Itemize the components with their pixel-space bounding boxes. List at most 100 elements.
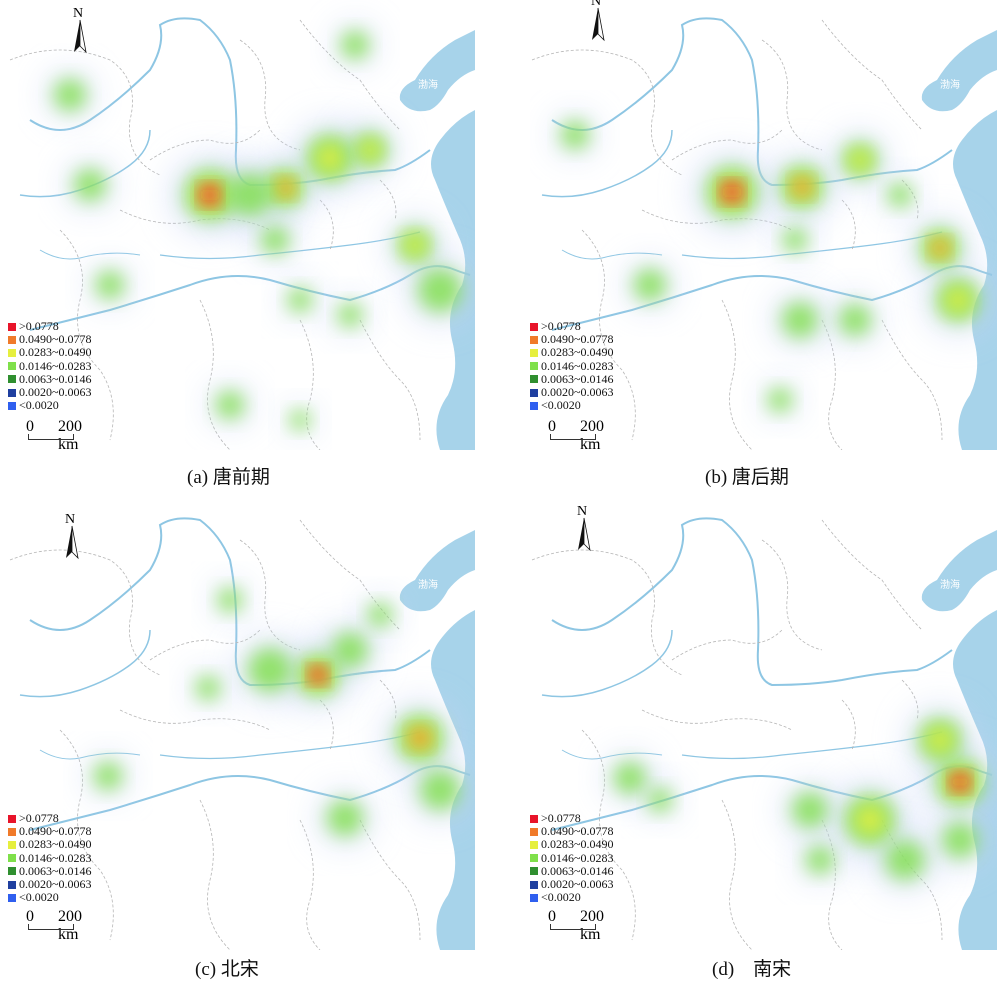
density-hotspot [418, 268, 462, 312]
legend-swatch-1 [530, 322, 538, 331]
province-border [881, 319, 943, 441]
density-hotspot [942, 822, 978, 858]
legend-item: <0.0020 [530, 398, 614, 412]
legend-label: <0.0020 [541, 890, 581, 905]
province-border [671, 629, 783, 661]
province-border [901, 679, 919, 721]
legend-label: 0.0146~0.0283 [19, 850, 92, 865]
legend-swatch-6 [8, 880, 16, 889]
province-border [149, 129, 261, 161]
scale-line [550, 924, 596, 930]
legend-swatch-3 [530, 840, 538, 849]
north-arrow-icon [578, 517, 591, 552]
province-border [761, 539, 823, 651]
density-hotspot [420, 770, 460, 810]
river [159, 231, 421, 260]
legend-label: 0.0490~0.0778 [19, 824, 92, 839]
sea-label: 渤海 [940, 578, 960, 591]
density-hotspot [888, 183, 912, 207]
map-panel-a: 渤海 N >0.0778 0.0490~0.0778 0.0283~0.0490… [0, 0, 475, 450]
sea-area [921, 30, 997, 112]
province-border [239, 539, 301, 651]
map-canvas-b: 渤海 [531, 17, 997, 450]
legend-item: 0.0020~0.0063 [8, 876, 92, 891]
caption-c: (c) 北宋 [195, 959, 259, 980]
legend-label: 0.0020~0.0063 [19, 876, 92, 891]
province-border [671, 129, 783, 161]
legend-label: 0.0490~0.0778 [541, 824, 614, 839]
density-hotspot [782, 302, 818, 338]
density-hotspot [561, 121, 589, 149]
legend-label: 0.0063~0.0146 [19, 371, 92, 386]
legend-swatch-6 [530, 880, 538, 889]
scale-bar: 0 200 km [544, 908, 604, 943]
legend-item: <0.0020 [8, 890, 92, 904]
legend-swatch-4 [530, 854, 538, 863]
map-panel-c: 渤海 N >0.0778 0.0490~0.0778 0.0283~0.0490… [0, 500, 475, 950]
density-hotspot [228, 173, 272, 217]
legend-label: 0.0283~0.0490 [541, 345, 614, 360]
density-hotspot [341, 31, 369, 59]
density-hotspot [405, 235, 425, 255]
river [551, 517, 953, 687]
legend-label: >0.0778 [19, 811, 59, 825]
legend-item: <0.0020 [8, 398, 92, 412]
legend-label: 0.0146~0.0283 [541, 358, 614, 373]
base-map: 渤海 [531, 517, 997, 950]
density-hotspot [311, 668, 325, 682]
province-border [379, 179, 397, 221]
province-border [299, 819, 321, 950]
province-border [9, 49, 161, 176]
province-border [319, 699, 334, 751]
province-border [9, 549, 161, 676]
province-border [239, 39, 301, 151]
river [561, 749, 663, 760]
north-label: N [73, 6, 84, 21]
legend-item: 0.0020~0.0063 [530, 876, 614, 891]
density-hotspot [839, 304, 871, 336]
density-hotspot [338, 303, 362, 327]
legend-item: <0.0020 [530, 890, 614, 905]
province-border [299, 319, 321, 450]
legend-item: 0.0146~0.0283 [8, 850, 92, 865]
legend-item: 0.0020~0.0063 [530, 385, 614, 399]
legend-label: 0.0490~0.0778 [541, 332, 614, 347]
legend-swatch-2 [8, 827, 16, 836]
density-hotspot [288, 288, 312, 312]
legend-item: 0.0063~0.0146 [530, 864, 614, 878]
legend-swatch-1 [8, 322, 16, 331]
legend-swatch-3 [8, 348, 16, 357]
legend-item: 0.0063~0.0146 [8, 371, 92, 386]
caption-b: (b) 唐后期 [705, 467, 789, 488]
density-hotspot [806, 846, 834, 874]
legend-label: 0.0020~0.0063 [541, 876, 614, 891]
legend-item: >0.0778 [530, 811, 614, 825]
province-border [821, 519, 923, 631]
density-hotspot [945, 287, 971, 313]
north-arrow-icon [74, 19, 87, 54]
legend-swatch-1 [8, 814, 16, 823]
map-canvas-d: 渤海 [531, 517, 997, 950]
river [541, 129, 673, 198]
legend-label: 0.0283~0.0490 [19, 837, 92, 852]
sea-label: 渤海 [418, 78, 438, 91]
legend: >0.0778 0.0490~0.0778 0.0283~0.0490 0.01… [530, 811, 614, 905]
density-hotspot [885, 840, 925, 880]
map-canvas-a: 渤海 [9, 17, 475, 450]
caption-d: (d) 南宋 [712, 959, 792, 980]
density-hotspot [316, 144, 344, 172]
north-arrow-icon [66, 525, 79, 560]
north-label: N [577, 504, 588, 519]
sea-label: 渤海 [418, 578, 438, 591]
province-border [901, 179, 919, 221]
legend-label: >0.0778 [19, 319, 59, 333]
legend-label: 0.0146~0.0283 [19, 358, 92, 373]
sea-area [921, 530, 997, 612]
caption-a: (a) 唐前期 [187, 467, 270, 488]
density-hotspot [927, 727, 953, 753]
province-border [199, 299, 231, 450]
scale-zero-label: 0 [548, 908, 556, 925]
density-hotspot [290, 410, 310, 430]
density-hotspot [932, 240, 948, 256]
density-hotspot [410, 728, 430, 748]
